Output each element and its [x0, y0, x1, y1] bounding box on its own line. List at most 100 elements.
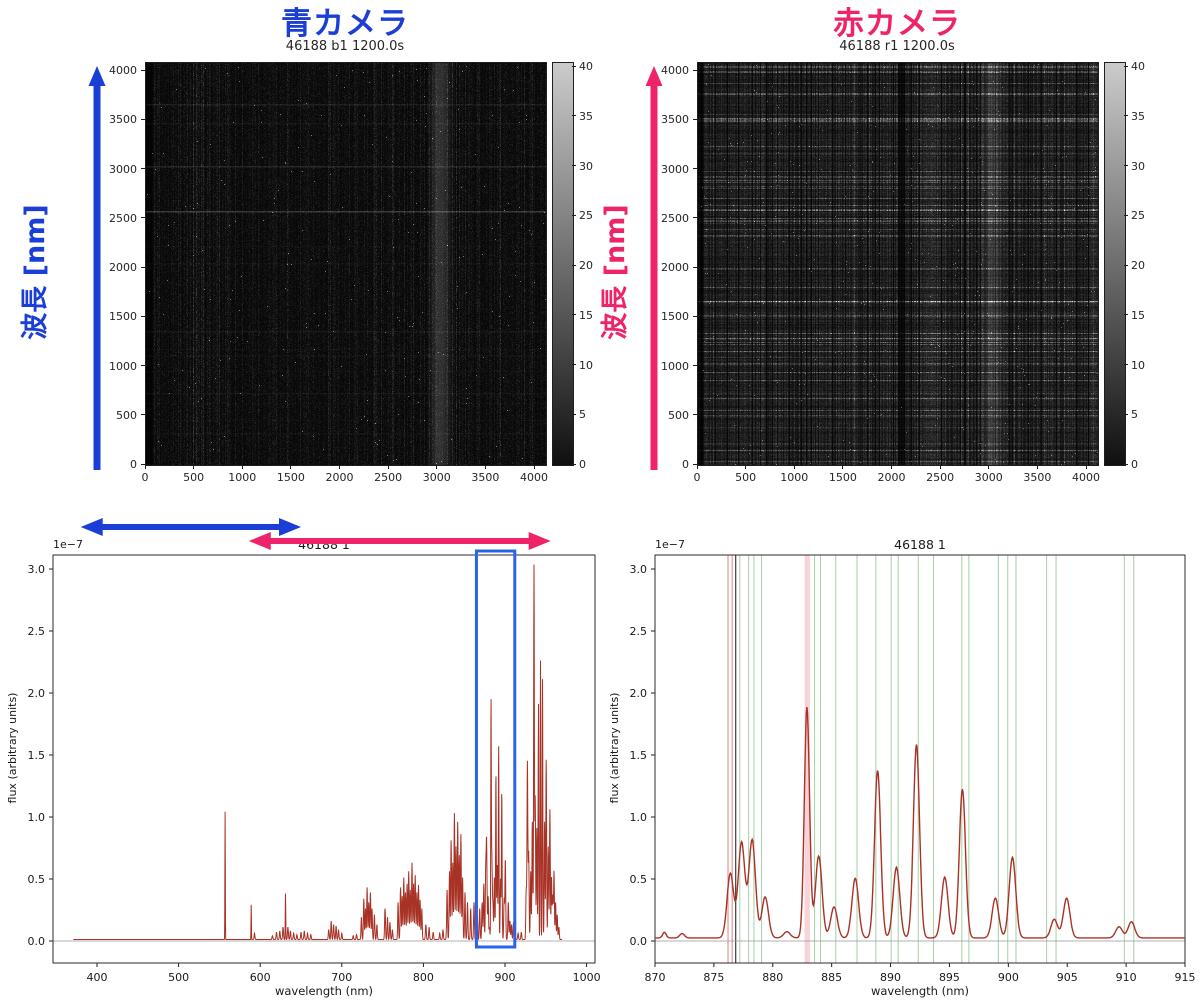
colorbar-tick-label: 0: [579, 458, 586, 471]
blue-coverage-arrow-head-left: [80, 518, 103, 536]
y-axis-label: flux (arbitrary units): [608, 693, 621, 804]
tick-mark: [141, 315, 145, 317]
blue-wavelength-arrow-head: [88, 66, 106, 86]
y-tick-label: 3.0: [28, 563, 46, 576]
y-tick-label: 1.0: [28, 811, 46, 824]
colorbar-tick-label: 25: [1131, 209, 1145, 223]
x-tick-label: 4000: [1072, 471, 1100, 484]
colorbar-tick-label: 10: [1131, 358, 1145, 372]
tick-mark: [1124, 214, 1128, 216]
x-axis-label: wavelength (nm): [275, 984, 373, 998]
tick-mark: [1124, 463, 1128, 465]
x-tick-label: 3500: [1023, 471, 1052, 484]
x-tick-label: 0: [141, 471, 149, 484]
y-tick-label: 500: [116, 408, 137, 422]
tick-mark: [696, 465, 698, 469]
red-coverage-arrow-head-left: [248, 532, 271, 550]
tick-mark: [693, 463, 697, 465]
plot-frame: [654, 554, 1186, 964]
tick-mark: [1124, 314, 1128, 316]
x-tick-label: 0: [693, 471, 701, 484]
y-tick-label: 1000: [109, 359, 137, 373]
tick-mark: [193, 465, 195, 469]
y-tick-label: 1.0: [630, 811, 648, 824]
x-tick-label: 500: [168, 971, 189, 984]
y-tick-label: 3500: [109, 113, 137, 127]
tick-mark: [339, 465, 340, 469]
y-tick-label: 4000: [661, 64, 689, 77]
y-tick-label: 1.5: [28, 749, 46, 762]
blue-camera-colorbar: [552, 62, 574, 466]
red-camera-subtitle: 46188 r1 1200.0s: [839, 39, 955, 54]
tick-mark: [141, 69, 145, 71]
tick-mark: [387, 465, 389, 469]
y-tick-label: 1000: [661, 359, 689, 373]
x-axis-label: wavelength (nm): [871, 984, 969, 998]
blue-camera-subtitle: 46188 b1 1200.0s: [285, 39, 405, 54]
colorbar-tick-label: 40: [579, 60, 593, 73]
tick-mark: [693, 315, 697, 317]
zoom-spectrum-curve: [655, 707, 1185, 939]
x-tick-label: 700: [331, 971, 352, 984]
blue-camera-image: [145, 62, 547, 466]
y-tick-label: 2000: [661, 261, 689, 274]
y-tick-label: 1.5: [630, 749, 648, 762]
x-tick-label: 890: [880, 971, 901, 984]
tick-mark: [572, 165, 576, 166]
x-tick-label: 915: [1175, 971, 1196, 984]
x-tick-label: 500: [183, 471, 205, 484]
tick-mark: [693, 118, 697, 120]
tick-mark: [141, 118, 145, 120]
colorbar-tick-label: 35: [579, 109, 593, 123]
tick-mark: [842, 465, 844, 469]
tick-mark: [572, 214, 576, 216]
tick-mark: [141, 463, 145, 465]
red-wavelength-arrow-head: [645, 66, 663, 86]
tick-mark: [141, 414, 145, 416]
x-tick-label: 2500: [374, 471, 403, 484]
y-tick-label: 3500: [661, 113, 689, 127]
y-axis-label: flux (arbitrary units): [6, 693, 19, 804]
tick-mark: [241, 465, 243, 469]
tick-mark: [693, 414, 697, 416]
y-tick-label: 2.5: [28, 625, 46, 638]
x-tick-label: 3000: [974, 471, 1003, 484]
plot-title: 46188 1: [894, 537, 946, 552]
colorbar-tick-label: 40: [1131, 60, 1145, 73]
tick-mark: [693, 168, 697, 169]
y-tick-label: 3.0: [630, 563, 648, 576]
colorbar-tick-label: 20: [579, 259, 593, 272]
y-tick-label: 0.0: [630, 935, 648, 948]
colorbar-tick-label: 20: [1131, 259, 1145, 272]
tick-mark: [1124, 115, 1128, 117]
x-tick-label: 2000: [877, 471, 906, 484]
offset-label: 1e−7: [53, 538, 83, 551]
blue-coverage-arrow-head-right: [279, 518, 301, 536]
full-spectrum-curve: [73, 564, 563, 941]
y-tick-label: 0: [130, 458, 137, 471]
tick-mark: [1124, 165, 1128, 166]
tick-mark: [141, 266, 145, 268]
red-coverage-arrow-head-right: [528, 532, 551, 550]
x-tick-label: 600: [250, 971, 271, 984]
tick-mark: [484, 465, 486, 469]
tick-mark: [572, 413, 576, 415]
y-tick-label: 3000: [661, 162, 689, 176]
y-tick-label: 2000: [109, 261, 137, 274]
x-tick-label: 800: [413, 971, 434, 984]
y-tick-label: 2500: [661, 211, 689, 225]
tick-mark: [693, 217, 697, 219]
tick-mark: [572, 314, 576, 316]
pink-reference-band: [804, 555, 810, 963]
colorbar-tick-label: 15: [579, 308, 593, 322]
tick-mark: [533, 465, 535, 469]
tick-mark: [144, 465, 146, 469]
plot-frame: [52, 554, 596, 964]
tick-mark: [693, 69, 697, 71]
tick-mark: [572, 364, 576, 365]
tick-mark: [141, 217, 145, 219]
tick-mark: [572, 65, 576, 67]
y-tick-label: 1500: [109, 310, 137, 324]
y-tick-label: 2.0: [28, 687, 46, 700]
